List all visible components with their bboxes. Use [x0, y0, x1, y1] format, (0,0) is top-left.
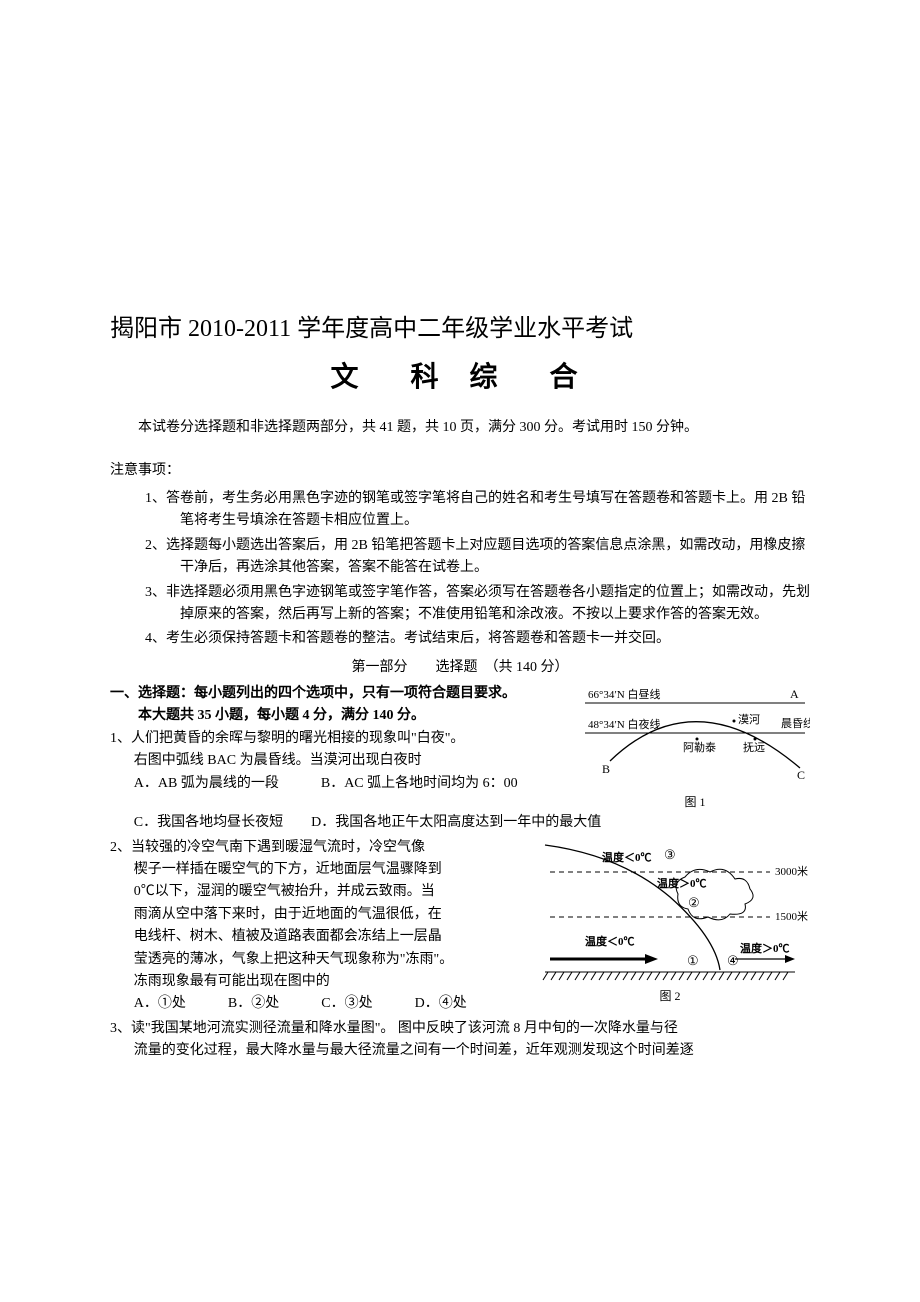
- fig1-labelB: B: [602, 762, 610, 776]
- fig2-alt1: 3000米: [775, 865, 808, 878]
- fig1-term: 晨昏线: [781, 716, 810, 730]
- part-header: 第一部分 选择题 （共 140 分）: [110, 657, 810, 679]
- fig1-place2: 阿勒泰: [683, 740, 716, 754]
- fig2-m1: ①: [687, 953, 699, 968]
- q1-opt-ab: A．AB 弧为晨线的一段 B．AC 弧上各地时间均为 6：00: [110, 773, 580, 795]
- fig2-warm-bot: 温度＞0℃: [740, 941, 790, 955]
- q2-l1: 楔子一样插在暖空气的下方，近地面层气温骤降到: [110, 859, 540, 881]
- q2-l0: 2、当较强的冷空气南下遇到暖湿气流时，冷空气像: [110, 837, 540, 859]
- q2-l2: 0℃以下，湿润的暖空气被抬升，并成云致雨。当: [110, 881, 540, 903]
- page-title: 揭阳市 2010-2011 学年度高中二年级学业水平考试: [110, 310, 810, 348]
- fig2-m3: ③: [664, 847, 676, 862]
- notice-item: 2、选择题每小题选出答案后，用 2B 铅笔把答题卡上对应题目选项的答案信息点涂黑…: [145, 535, 810, 580]
- page-subtitle: 文 科 综 合: [110, 356, 810, 401]
- fig2-m2: ②: [688, 895, 700, 910]
- question-1: 1、人们把黄昏的余晖与黎明的曙光相接的现象叫"白夜"。 右图中弧线 BAC 为晨…: [110, 728, 580, 795]
- subtitle-bold: 文 科: [330, 362, 450, 393]
- fig1-place1: 漠河: [738, 713, 760, 726]
- fig1-lat2: 48°34′N 白夜线: [588, 717, 661, 731]
- q1-stem-l1: 1、人们把黄昏的余晖与黎明的曙光相接的现象叫"白夜"。: [110, 728, 580, 750]
- q2-l3: 雨滴从空中落下来时，由于近地面的气温很低，在: [110, 904, 540, 926]
- notice-item: 1、答卷前，考生务必用黑色字迹的钢笔或签字笔将自己的姓名和考生号填写在答题卷和答…: [145, 488, 810, 533]
- figure-1-svg: 66°34′N 白昼线 48°34′N 白夜线 A B C 晨昏线 漠河 阿勒泰…: [580, 683, 810, 793]
- figure-1: 66°34′N 白昼线 48°34′N 白夜线 A B C 晨昏线 漠河 阿勒泰…: [580, 683, 810, 812]
- q1-opt-cd: C．我国各地均昼长夜短 D．我国各地正午太阳高度达到一年中的最大值: [110, 812, 810, 834]
- subtitle-rest: 综 合: [470, 362, 590, 393]
- fig1-lat1: 66°34′N 白昼线: [588, 687, 661, 701]
- figure-2: 温度＜0℃ 3000米 温度＞0℃ 1500米 温度＜0℃ 温度＞0℃ ① ② …: [530, 837, 810, 1006]
- q2-l5: 莹透亮的薄冰，气象上把这种天气现象称为"冻雨"。: [110, 949, 540, 971]
- question-2: 2、当较强的冷空气南下遇到暖湿气流时，冷空气像 楔子一样插在暖空气的下方，近地面…: [110, 837, 540, 1016]
- notice-header: 注意事项：: [110, 460, 810, 482]
- intro-paragraph: 本试卷分选择题和非选择题两部分，共 41 题，共 10 页，满分 300 分。考…: [110, 417, 810, 439]
- fig2-warm-mid: 温度＞0℃: [657, 876, 707, 890]
- figure-1-caption: 图 1: [580, 793, 810, 812]
- fig1-place3: 抚远: [743, 740, 765, 754]
- q2-options: A．①处 B．②处 C．③处 D．④处: [110, 993, 540, 1015]
- q3-l1: 3、读"我国某地河流实测径流量和降水量图"。 图中反映了该河流 8 月中旬的一次…: [110, 1018, 810, 1040]
- fig2-alt2: 1500米: [775, 910, 808, 923]
- q2-l6: 冻雨现象最有可能出现在图中的: [110, 971, 540, 993]
- notice-item: 3、非选择题必须用黑色字迹钢笔或签字笔作答，答案必须写在答题卷各小题指定的位置上…: [145, 582, 810, 627]
- fig2-cold-top: 温度＜0℃: [602, 850, 652, 864]
- fig2-cold-bot: 温度＜0℃: [585, 934, 635, 948]
- fig1-labelA: A: [790, 687, 799, 701]
- fig2-m4: ④: [727, 953, 739, 968]
- figure-2-svg: 温度＜0℃ 3000米 温度＞0℃ 1500米 温度＜0℃ 温度＞0℃ ① ② …: [530, 837, 810, 987]
- notice-list: 1、答卷前，考生务必用黑色字迹的钢笔或签字笔将自己的姓名和考生号填写在答题卷和答…: [110, 488, 810, 651]
- q1-stem-l2: 右图中弧线 BAC 为晨昏线。当漠河出现白夜时: [110, 750, 580, 772]
- notice-item: 4、考生必须保持答题卡和答题卷的整洁。考试结束后，将答题卷和答题卡一并交回。: [145, 628, 810, 650]
- q3-l2: 流量的变化过程，最大降水量与最大径流量之间有一个时间差，近年观测发现这个时间差逐: [110, 1040, 810, 1062]
- fig1-labelC: C: [797, 768, 805, 782]
- q2-l4: 电线杆、树木、植被及道路表面都会冻结上一层晶: [110, 926, 540, 948]
- figure-2-caption: 图 2: [530, 987, 810, 1006]
- question-3: 3、读"我国某地河流实测径流量和降水量图"。 图中反映了该河流 8 月中旬的一次…: [110, 1018, 810, 1063]
